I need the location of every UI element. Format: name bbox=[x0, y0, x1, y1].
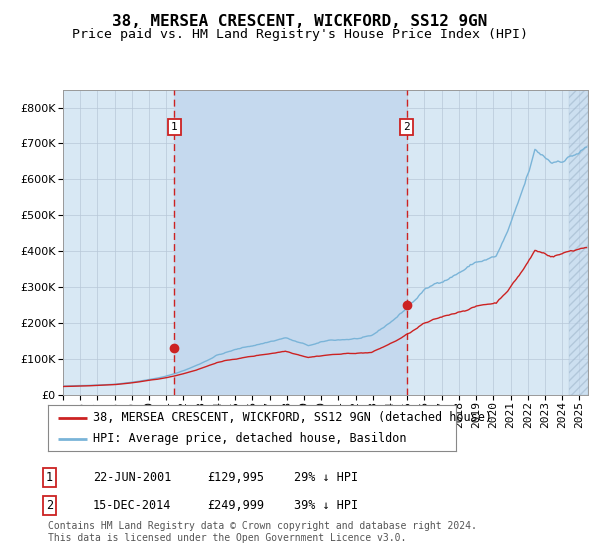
Text: 1: 1 bbox=[46, 470, 53, 484]
Bar bbox=[569, 90, 588, 395]
Text: 2: 2 bbox=[403, 122, 410, 132]
Text: This data is licensed under the Open Government Licence v3.0.: This data is licensed under the Open Gov… bbox=[48, 533, 406, 543]
Text: 39% ↓ HPI: 39% ↓ HPI bbox=[294, 498, 358, 512]
Text: 38, MERSEA CRESCENT, WICKFORD, SS12 9GN (detached house): 38, MERSEA CRESCENT, WICKFORD, SS12 9GN … bbox=[93, 411, 492, 424]
Text: 1: 1 bbox=[171, 122, 178, 132]
Text: 15-DEC-2014: 15-DEC-2014 bbox=[93, 498, 172, 512]
Text: 38, MERSEA CRESCENT, WICKFORD, SS12 9GN: 38, MERSEA CRESCENT, WICKFORD, SS12 9GN bbox=[112, 14, 488, 29]
Text: £249,999: £249,999 bbox=[207, 498, 264, 512]
Text: £129,995: £129,995 bbox=[207, 470, 264, 484]
Text: 29% ↓ HPI: 29% ↓ HPI bbox=[294, 470, 358, 484]
Text: 22-JUN-2001: 22-JUN-2001 bbox=[93, 470, 172, 484]
Text: Price paid vs. HM Land Registry's House Price Index (HPI): Price paid vs. HM Land Registry's House … bbox=[72, 28, 528, 41]
Text: 2: 2 bbox=[46, 498, 53, 512]
Text: HPI: Average price, detached house, Basildon: HPI: Average price, detached house, Basi… bbox=[93, 432, 406, 445]
Bar bbox=[175, 90, 407, 395]
Text: Contains HM Land Registry data © Crown copyright and database right 2024.: Contains HM Land Registry data © Crown c… bbox=[48, 521, 477, 531]
